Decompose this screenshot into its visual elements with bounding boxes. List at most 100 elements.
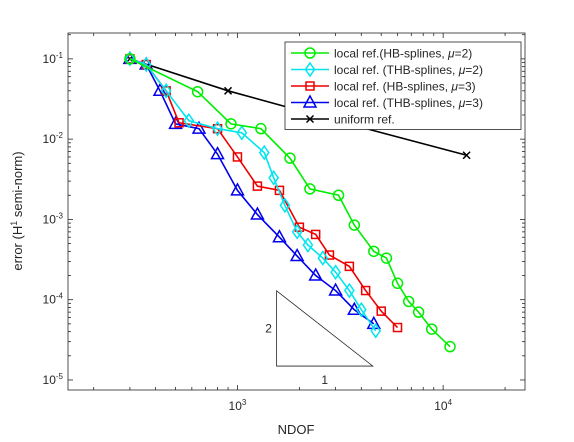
data-point	[191, 85, 204, 98]
data-point	[140, 56, 152, 73]
series-line	[129, 58, 377, 332]
axes	[67, 32, 526, 391]
data-point	[279, 197, 291, 214]
data-point	[236, 124, 248, 141]
y-axis-label-main: error (H	[10, 226, 25, 271]
plot-frame	[67, 32, 526, 391]
data-point	[380, 252, 393, 264]
data-point	[391, 277, 404, 290]
data-point	[444, 340, 456, 353]
legend-label-mu: μ	[447, 47, 455, 61]
series-0	[124, 53, 456, 353]
legend-label: uniform ref.	[334, 113, 395, 127]
data-point	[224, 86, 233, 95]
data-point	[344, 261, 355, 272]
data-point	[392, 322, 403, 333]
data-point	[124, 51, 136, 67]
data-point	[191, 120, 207, 134]
data-point	[360, 285, 371, 296]
data-point	[289, 247, 305, 262]
y-axis-label-tail: semi-norm)	[10, 151, 25, 220]
x-tick-base: 10	[434, 399, 448, 413]
series-1	[124, 51, 382, 339]
data-point	[160, 82, 172, 99]
legend-marker	[304, 47, 316, 59]
y-tick-base: 10	[43, 132, 57, 146]
legend-label-mu: μ	[458, 96, 466, 110]
data-point	[225, 118, 237, 130]
data-point	[183, 112, 195, 129]
y-tick-label: 10-5	[43, 372, 64, 387]
legend-label: local ref. (THB-splines, μ=2)	[334, 63, 483, 77]
slope-run-label: 1	[321, 373, 328, 387]
legend-item: local ref. (THB-splines, μ=2)	[291, 61, 483, 78]
data-point	[425, 323, 438, 335]
y-tick-label: 10-2	[43, 131, 64, 146]
data-point	[332, 189, 345, 202]
data-point	[302, 237, 314, 253]
legend-item: uniform ref.	[291, 113, 395, 127]
data-point	[212, 120, 223, 137]
data-point	[370, 322, 382, 339]
data-point	[310, 229, 321, 240]
legend-label-text: local ref. (THB-splines,	[334, 96, 459, 110]
data-point	[348, 219, 361, 231]
legend-label-suffix: =3)	[465, 96, 483, 110]
x-tick-exponent: 3	[242, 398, 247, 407]
legend-label: local ref.(HB-splines, μ=2)	[334, 47, 472, 61]
data-point	[330, 264, 342, 281]
legend-label-mu: μ	[450, 80, 458, 94]
data-point	[328, 282, 343, 296]
y-tick-base: 10	[43, 52, 57, 66]
y-tick-base: 10	[43, 293, 57, 307]
x-axis-label: NDOF	[278, 422, 315, 437]
legend-label-text: local ref. (HB-splines,	[334, 80, 451, 94]
y-tick-exponent: -1	[56, 51, 64, 60]
data-point	[252, 181, 263, 191]
data-point	[274, 185, 285, 196]
y-tick-exponent: -5	[56, 372, 64, 381]
legend-label-suffix: =2)	[455, 47, 473, 61]
y-tick-label: 10-1	[43, 51, 64, 66]
y-tick-exponent: -3	[56, 211, 64, 220]
legend-item: local ref. (THB-splines, μ=3)	[291, 94, 483, 110]
legend-label-mu: μ	[458, 63, 466, 77]
data-point	[272, 229, 287, 243]
series-line	[129, 58, 375, 325]
legend: local ref.(HB-splines, μ=2)local ref. (T…	[284, 41, 522, 130]
y-axis-label-sup: 1	[9, 221, 19, 226]
data-point	[210, 146, 225, 160]
slope-triangle-shape	[276, 289, 374, 367]
y-tick-base: 10	[43, 212, 57, 226]
data-point	[376, 306, 386, 316]
data-point	[255, 122, 267, 135]
data-point	[402, 295, 415, 308]
data-point	[412, 306, 425, 318]
data-point	[304, 183, 316, 195]
x-tick-label: 104	[434, 398, 452, 413]
x-tick-exponent: 4	[448, 398, 453, 407]
legend-label-text: local ref. (THB-splines,	[334, 63, 459, 77]
y-tick-label: 10-3	[43, 211, 64, 226]
data-point	[462, 151, 471, 160]
legend-label-text: local ref.(HB-splines,	[334, 47, 448, 61]
y-tick-exponent: -4	[56, 292, 64, 301]
data-point	[317, 250, 329, 266]
legend-item: local ref. (HB-splines, μ=3)	[291, 80, 476, 94]
legend-marker	[305, 81, 315, 91]
legend-marker	[302, 94, 318, 108]
legend-marker	[305, 114, 315, 124]
data-point	[174, 118, 184, 128]
y-tick-exponent: -2	[56, 131, 64, 140]
legend-label: local ref. (HB-splines, μ=3)	[334, 80, 476, 94]
x-tick-base: 10	[229, 399, 243, 413]
slope-triangle: 21	[265, 289, 374, 387]
data-point	[355, 301, 367, 318]
legend-marker	[304, 61, 316, 78]
y-axis-label: error (H1 semi-norm)	[9, 151, 25, 270]
data-point	[258, 144, 270, 161]
legend-item: local ref.(HB-splines, μ=2)	[291, 47, 472, 61]
data-point	[124, 53, 136, 65]
data-point	[368, 245, 380, 258]
slope-rise-label: 2	[265, 321, 272, 335]
